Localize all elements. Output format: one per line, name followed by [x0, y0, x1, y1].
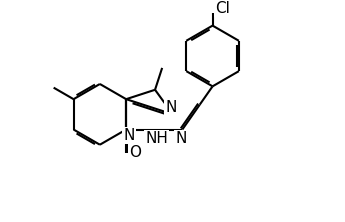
- Text: Cl: Cl: [215, 0, 230, 16]
- Text: N: N: [123, 128, 135, 143]
- Text: N: N: [175, 131, 186, 146]
- Text: NH: NH: [145, 131, 168, 146]
- Text: O: O: [129, 145, 141, 160]
- Text: N: N: [166, 100, 177, 115]
